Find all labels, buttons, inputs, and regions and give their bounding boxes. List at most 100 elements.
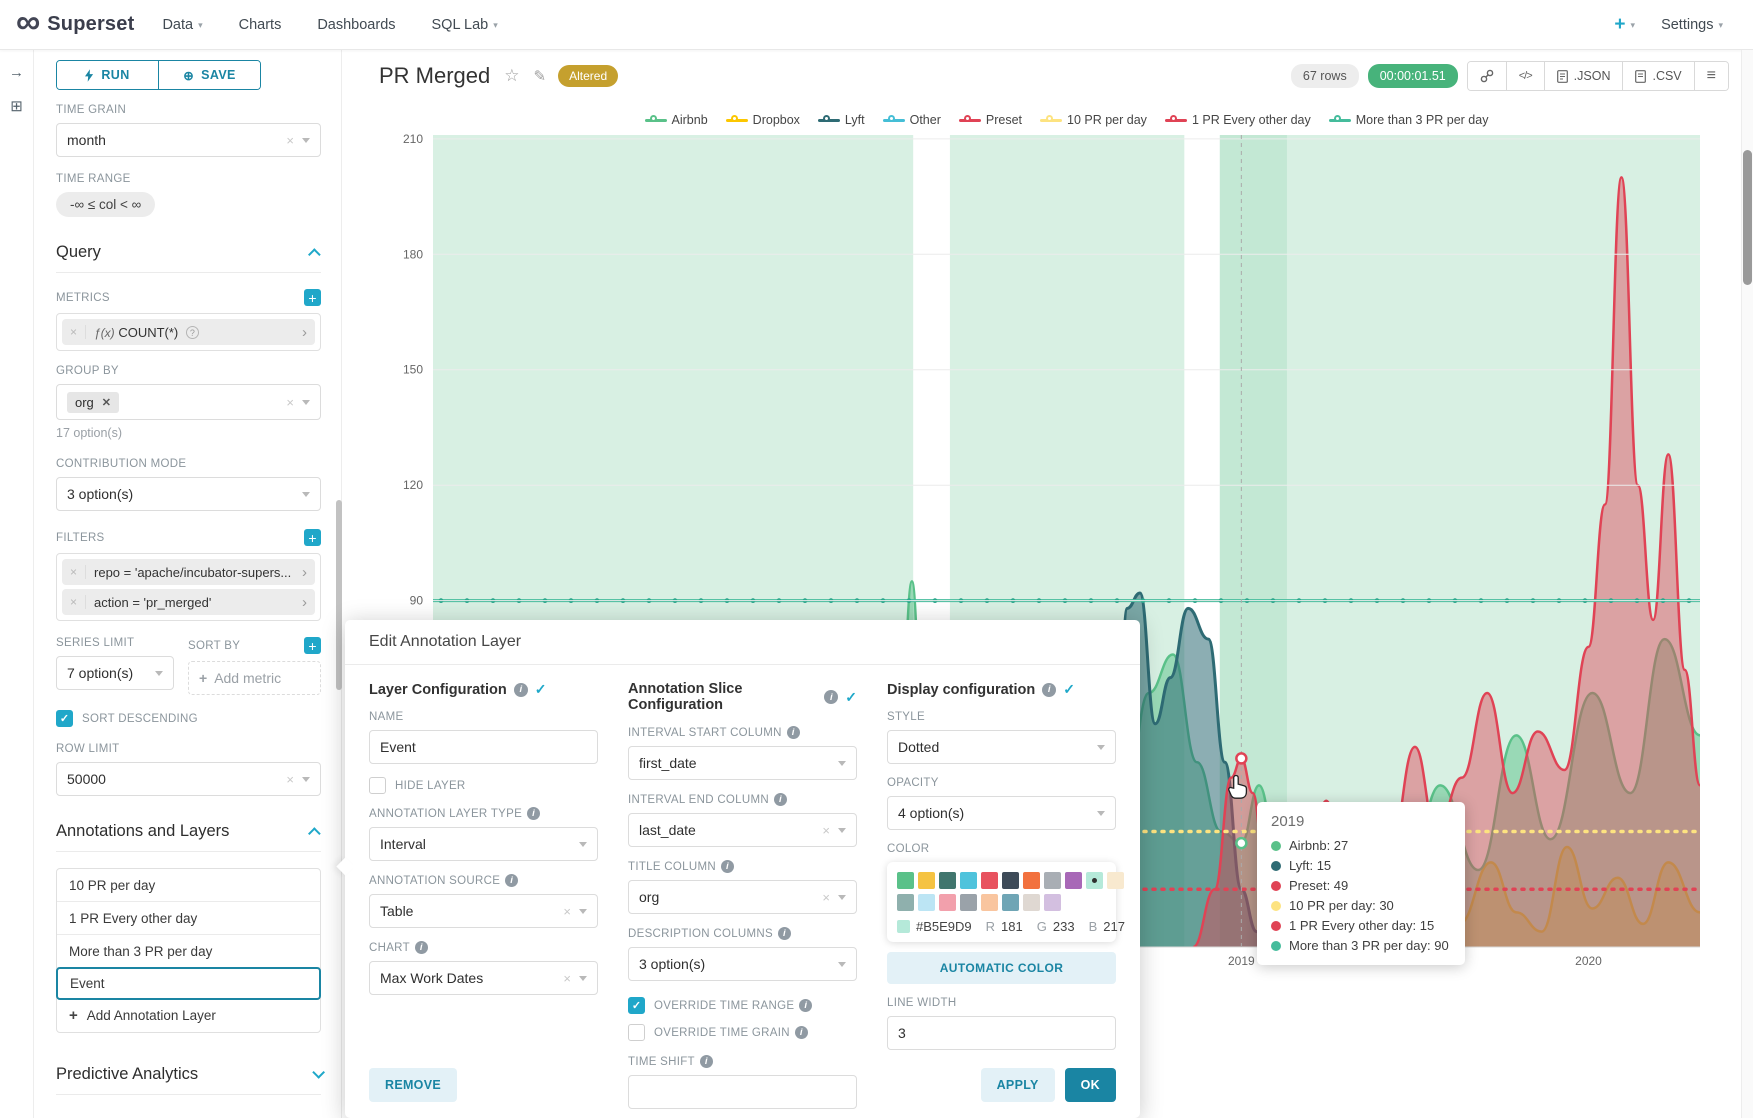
favorite-star-icon[interactable]: ☆ xyxy=(504,66,520,85)
info-icon[interactable]: i xyxy=(773,793,787,806)
description-columns-select[interactable]: 3 option(s) xyxy=(628,947,857,981)
title-column-select[interactable]: org × xyxy=(628,880,857,914)
color-swatch[interactable] xyxy=(918,872,935,889)
close-icon[interactable]: × xyxy=(62,325,87,339)
interval-start-select[interactable]: first_date xyxy=(628,746,857,780)
chevron-right-icon[interactable]: › xyxy=(302,323,307,341)
settings-menu[interactable]: Settings ▾ xyxy=(1661,16,1723,33)
add-annotation-layer-button[interactable]: + Add Annotation Layer xyxy=(57,999,320,1032)
superset-logo[interactable]: ∞ Superset xyxy=(16,5,134,39)
annotation-layer-more-than-3-pr-per-day[interactable]: More than 3 PR per day xyxy=(57,935,320,968)
color-swatch[interactable] xyxy=(1023,872,1040,889)
nav-menu-sql-lab[interactable]: SQL Lab ▾ xyxy=(432,17,498,33)
export-csv-button[interactable]: .CSV xyxy=(1622,62,1694,90)
color-swatch[interactable] xyxy=(1023,894,1040,911)
share-link-button[interactable] xyxy=(1467,62,1506,90)
annotations-section-header[interactable]: Annotations and Layers xyxy=(56,822,321,852)
close-icon[interactable]: × xyxy=(62,565,87,579)
close-icon[interactable]: × xyxy=(822,822,830,838)
annotation-layer-1-pr-every-other-day[interactable]: 1 PR Every other day xyxy=(57,902,320,935)
close-icon[interactable]: ✕ xyxy=(101,396,112,409)
close-icon[interactable]: × xyxy=(286,132,294,148)
color-swatch[interactable] xyxy=(960,872,977,889)
add-sort-metric-button[interactable]: + xyxy=(304,637,321,654)
close-icon[interactable]: × xyxy=(563,970,571,986)
style-select[interactable]: Dotted xyxy=(887,730,1116,764)
color-swatch[interactable] xyxy=(981,872,998,889)
close-icon[interactable]: × xyxy=(286,394,294,410)
apply-button[interactable]: APPLY xyxy=(980,1068,1055,1102)
save-button[interactable]: ⊕ SAVE xyxy=(158,61,260,89)
legend-item-other[interactable]: Other xyxy=(882,113,941,127)
color-g-value[interactable]: 233 xyxy=(1052,919,1075,934)
color-swatch[interactable] xyxy=(1002,872,1019,889)
sidebar-scrollbar-thumb[interactable] xyxy=(336,500,342,690)
color-swatch[interactable] xyxy=(1086,872,1103,889)
name-input[interactable] xyxy=(369,730,598,764)
automatic-color-button[interactable]: AUTOMATIC COLOR xyxy=(887,952,1116,984)
legend-item-more-than-3-pr-per-day[interactable]: More than 3 PR per day xyxy=(1328,113,1488,127)
nav-menu-dashboards[interactable]: Dashboards xyxy=(317,17,395,33)
remove-button[interactable]: REMOVE xyxy=(369,1068,457,1102)
time-range-value[interactable]: -∞ ≤ col < ∞ xyxy=(56,192,156,217)
override-time-grain-checkbox[interactable] xyxy=(628,1024,645,1041)
annotation-layer-10-pr-per-day[interactable]: 10 PR per day xyxy=(57,869,320,902)
color-swatch[interactable] xyxy=(939,894,956,911)
close-icon[interactable]: × xyxy=(563,903,571,919)
legend-item-preset[interactable]: Preset xyxy=(958,113,1022,127)
color-swatch[interactable] xyxy=(897,894,914,911)
close-icon[interactable]: × xyxy=(286,771,294,787)
time-shift-input[interactable] xyxy=(628,1075,857,1109)
interval-end-select[interactable]: last_date × xyxy=(628,813,857,847)
sort-by-add-metric[interactable]: + Add metric xyxy=(188,661,321,695)
edit-properties-icon[interactable]: ✎ xyxy=(533,68,547,85)
info-icon[interactable]: i xyxy=(527,807,541,820)
annotation-layer-event[interactable]: Event xyxy=(56,967,321,1000)
color-swatch[interactable] xyxy=(897,872,914,889)
add-filter-button[interactable]: + xyxy=(304,529,321,546)
info-icon[interactable]: i xyxy=(786,726,800,739)
legend-item-10-pr-per-day[interactable]: 10 PR per day xyxy=(1040,113,1147,127)
metric-pill[interactable]: × ƒ(x) COUNT(*) ? › xyxy=(62,319,315,345)
info-icon[interactable]: i xyxy=(699,1055,713,1068)
info-icon[interactable]: i xyxy=(513,682,528,697)
page-scrollbar-thumb[interactable] xyxy=(1743,150,1752,285)
color-r-value[interactable]: 181 xyxy=(1001,919,1023,934)
run-button[interactable]: RUN xyxy=(57,61,158,89)
color-swatch[interactable] xyxy=(939,872,956,889)
legend-item-dropbox[interactable]: Dropbox xyxy=(725,113,800,127)
nav-menu-data[interactable]: Data ▾ xyxy=(162,17,202,33)
predictive-section-header[interactable]: Predictive Analytics xyxy=(56,1065,325,1095)
add-metric-button[interactable]: + xyxy=(304,289,321,306)
info-icon[interactable]: i xyxy=(414,941,428,954)
legend-item-airbnb[interactable]: Airbnb xyxy=(644,113,708,127)
chevron-right-icon[interactable]: › xyxy=(302,593,307,611)
filter-pill-repo-apac[interactable]: × repo = 'apache/incubator-supers... › xyxy=(62,559,315,585)
line-width-input[interactable] xyxy=(887,1016,1116,1050)
color-b-value[interactable]: 217 xyxy=(1103,919,1125,934)
view-query-button[interactable]: </> xyxy=(1505,62,1544,90)
color-swatch[interactable] xyxy=(1002,894,1019,911)
query-section-header[interactable]: Query xyxy=(56,243,321,273)
opacity-select[interactable]: 4 option(s) xyxy=(887,796,1116,830)
info-icon[interactable]: i xyxy=(1042,682,1057,697)
info-icon[interactable]: i xyxy=(799,999,813,1012)
override-time-range-checkbox[interactable]: ✓ xyxy=(628,997,645,1014)
color-swatch[interactable] xyxy=(981,894,998,911)
sort-descending-checkbox[interactable]: ✓ xyxy=(56,710,73,727)
info-icon[interactable]: i xyxy=(778,927,791,940)
series-limit-select[interactable]: 7 option(s) xyxy=(56,656,174,690)
export-json-button[interactable]: .JSON xyxy=(1543,62,1623,90)
color-swatch[interactable] xyxy=(1065,872,1082,889)
row-limit-select[interactable]: 50000 × xyxy=(56,762,321,796)
color-swatch[interactable] xyxy=(918,894,935,911)
annotation-source-select[interactable]: Table × xyxy=(369,894,598,928)
datasource-grid-icon[interactable]: ⊞ xyxy=(10,98,23,115)
color-swatch[interactable] xyxy=(1107,872,1124,889)
new-item-button[interactable]: + ▾ xyxy=(1614,14,1635,36)
info-icon[interactable]: i xyxy=(824,690,839,704)
time-grain-select[interactable]: month × xyxy=(56,123,321,157)
chart-select[interactable]: Max Work Dates × xyxy=(369,961,598,995)
chart-menu-button[interactable]: ≡ xyxy=(1693,62,1728,90)
hide-layer-checkbox[interactable] xyxy=(369,777,386,794)
